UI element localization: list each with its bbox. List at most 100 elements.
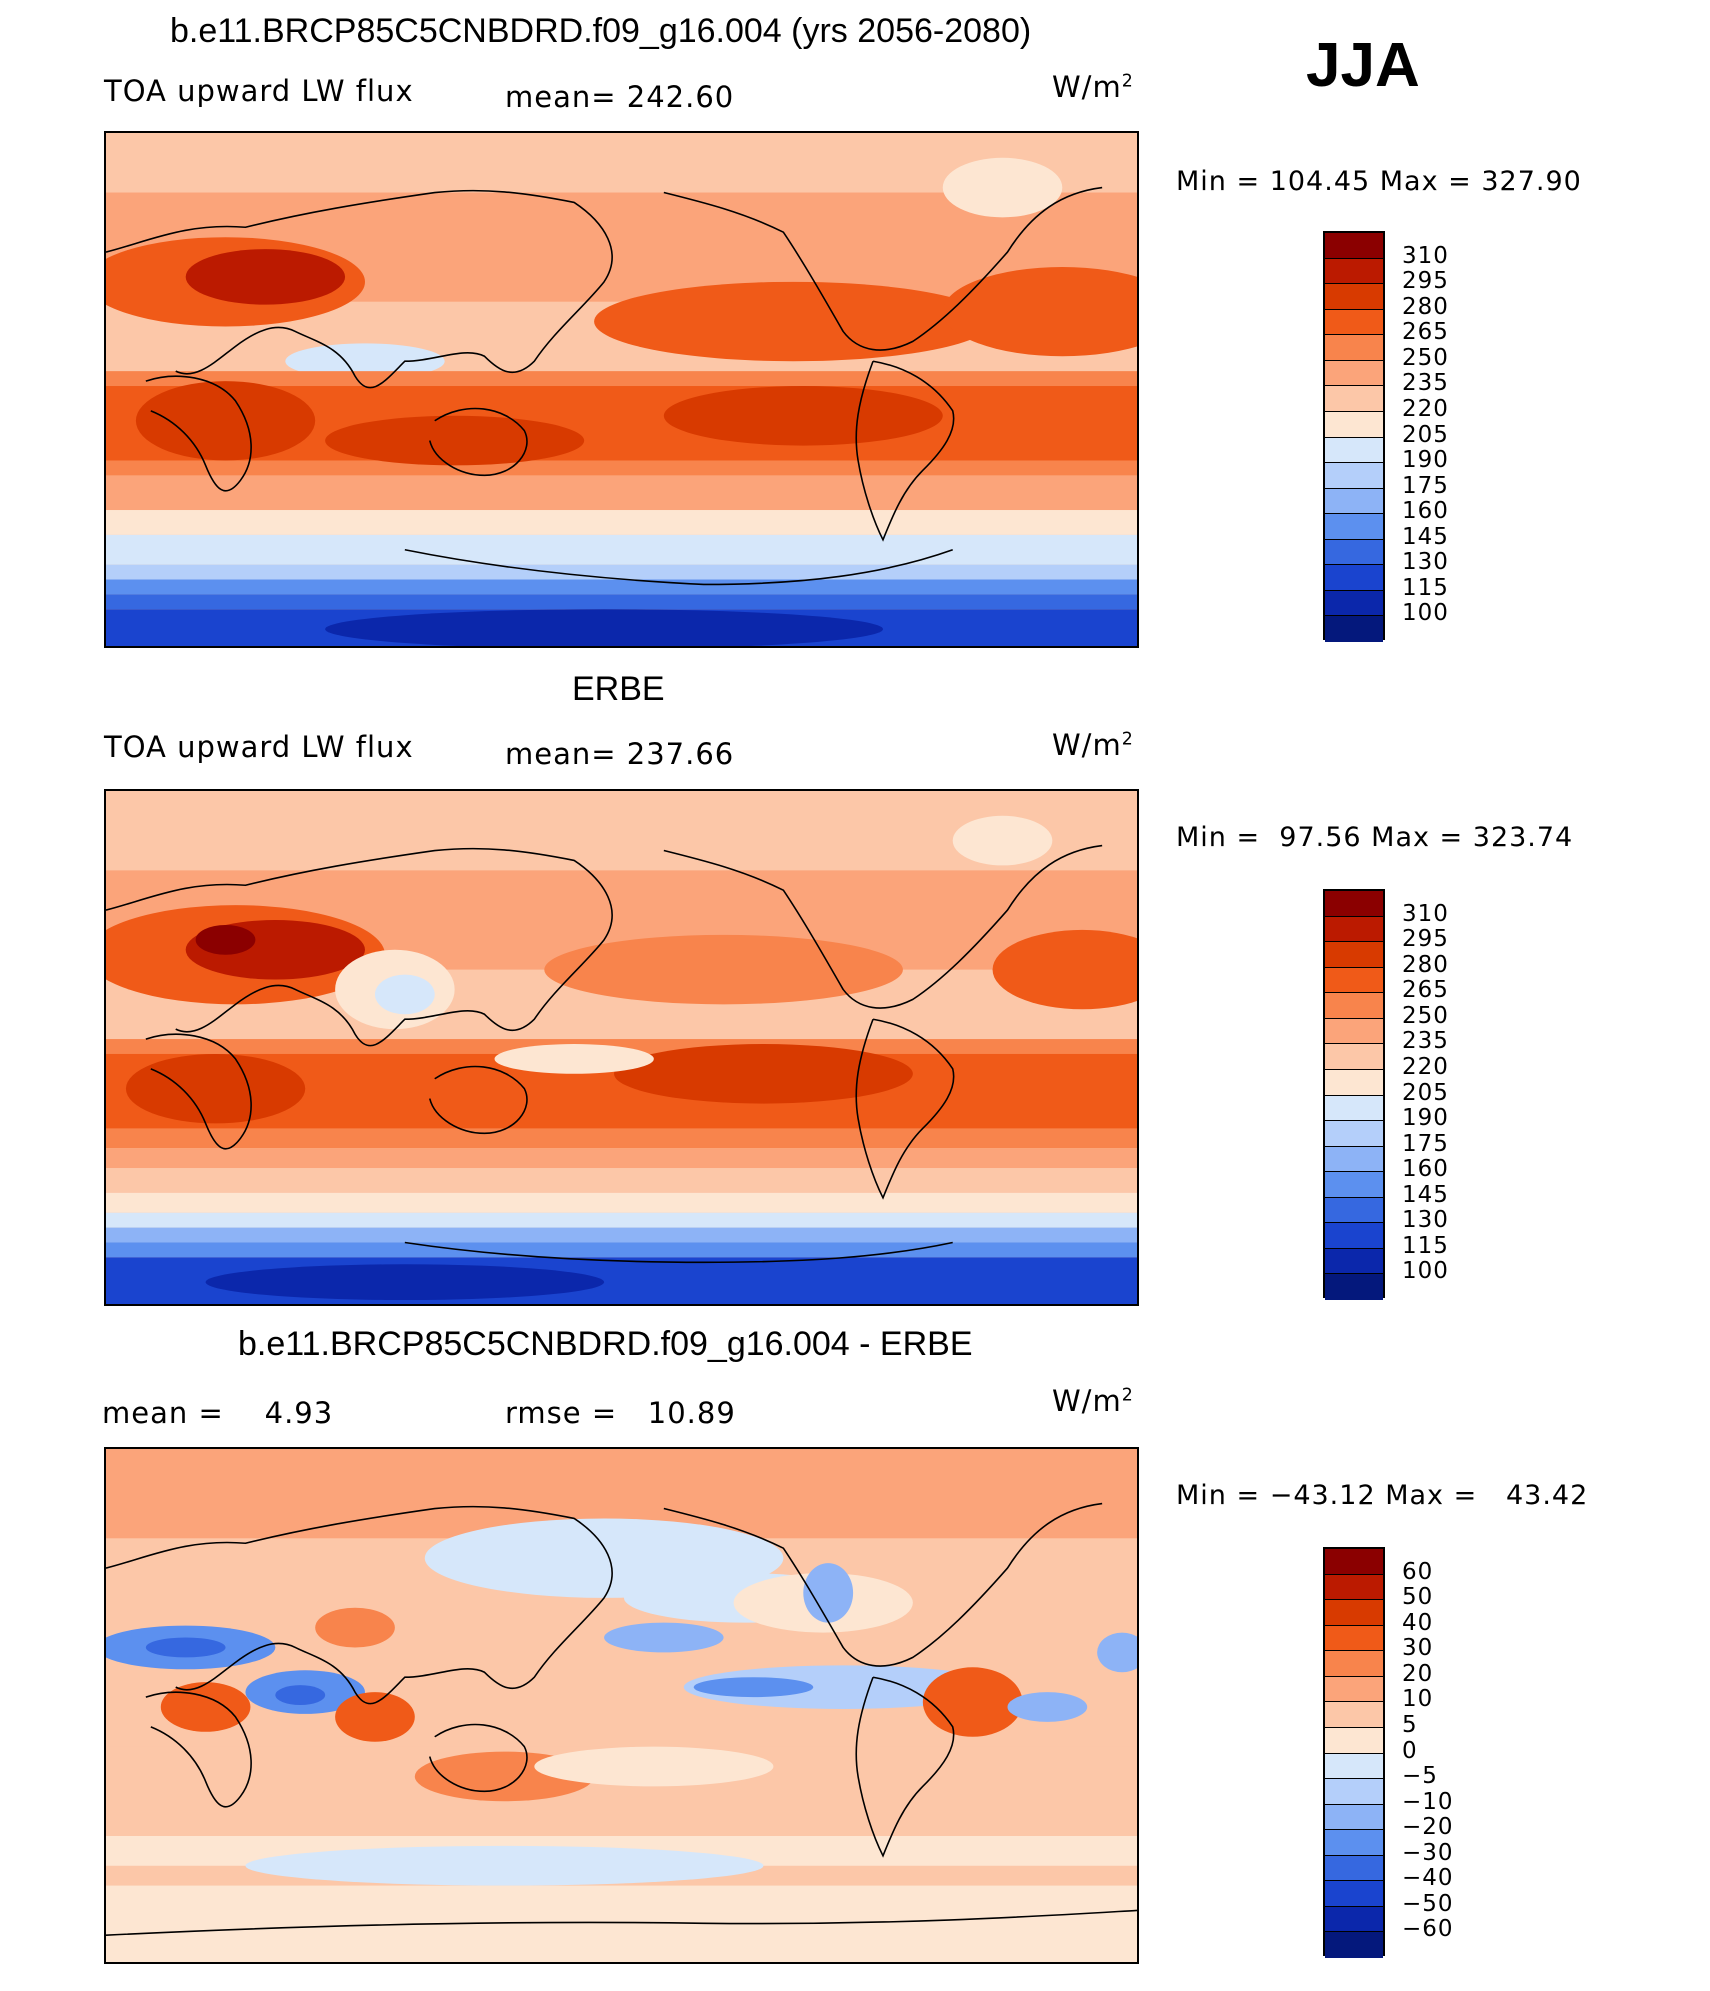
panel3-map xyxy=(104,1447,1139,1964)
colorbar-box xyxy=(1325,1906,1383,1933)
colorbar-box xyxy=(1325,916,1383,943)
colorbar-tick-label: 310 xyxy=(1402,900,1449,927)
panel1-map xyxy=(104,131,1139,648)
panel2-mean-label: mean= 237.66 xyxy=(505,737,735,771)
colorbar-box xyxy=(1325,1753,1383,1780)
colorbar-tick-label: 265 xyxy=(1402,319,1449,346)
colorbar-tick-label: 190 xyxy=(1402,447,1449,474)
panel1-variable-label: TOA upward LW flux xyxy=(104,74,414,108)
colorbar-box xyxy=(1325,1018,1383,1045)
colorbar-tick-label: 295 xyxy=(1402,926,1449,953)
colorbar-box xyxy=(1325,539,1383,566)
panel3-map-field xyxy=(106,1449,1137,1962)
panel2-minmax: Min = 97.56 Max = 323.74 xyxy=(1176,822,1574,853)
colorbar-box xyxy=(1325,1702,1383,1728)
colorbar-box xyxy=(1325,993,1383,1019)
colorbar-box xyxy=(1325,1223,1383,1249)
colorbar-tick-label: −10 xyxy=(1402,1788,1454,1815)
colorbar-box xyxy=(1325,1549,1383,1575)
colorbar-box xyxy=(1325,488,1383,515)
colorbar-tick-label: −5 xyxy=(1402,1763,1438,1790)
colorbar-box xyxy=(1325,1121,1383,1147)
colorbar-box xyxy=(1325,360,1383,387)
colorbar-tick-label: 190 xyxy=(1402,1105,1449,1132)
panel2-units: W/m2 xyxy=(1052,728,1134,762)
colorbar-tick-label: 220 xyxy=(1402,1053,1449,1080)
colorbar-box xyxy=(1325,1804,1383,1831)
colorbar-tick-label: 265 xyxy=(1402,977,1449,1004)
panel3-units: W/m2 xyxy=(1052,1384,1134,1418)
colorbar-tick-label: 220 xyxy=(1402,395,1449,422)
colorbar-tick-label: 40 xyxy=(1402,1609,1434,1636)
colorbar-box xyxy=(1325,1274,1383,1300)
colorbar-box xyxy=(1325,309,1383,336)
colorbar-box xyxy=(1325,1651,1383,1677)
colorbar-tick-label: 295 xyxy=(1402,268,1449,295)
colorbar-box xyxy=(1325,386,1383,412)
panel1-map-field xyxy=(106,133,1137,646)
colorbar-tick-label: 0 xyxy=(1402,1737,1418,1764)
panel3-rmse-label: rmse = 10.89 xyxy=(505,1396,736,1430)
colorbar-box xyxy=(1325,1676,1383,1703)
panel3-title: b.e11.BRCP85C5CNBDRD.f09_g16.004 - ERBE xyxy=(238,1325,973,1363)
colorbar-tick-label: 145 xyxy=(1402,1181,1449,1208)
panel2-title: ERBE xyxy=(572,670,665,708)
colorbar-box xyxy=(1325,1574,1383,1601)
colorbar-box xyxy=(1325,258,1383,285)
colorbar-box xyxy=(1325,1095,1383,1122)
colorbar-tick-label: 175 xyxy=(1402,1130,1449,1157)
colorbar-box xyxy=(1325,590,1383,617)
colorbar-tick-label: 175 xyxy=(1402,472,1449,499)
colorbar-box xyxy=(1325,616,1383,642)
colorbar-tick-label: 115 xyxy=(1402,1232,1449,1259)
panel3-colorbar xyxy=(1323,1547,1385,1958)
colorbar-box xyxy=(1325,1044,1383,1070)
colorbar-box xyxy=(1325,437,1383,464)
colorbar-box xyxy=(1325,463,1383,489)
colorbar-tick-label: 30 xyxy=(1402,1635,1434,1662)
panel1-mean-label: mean= 242.60 xyxy=(505,80,735,114)
colorbar-tick-label: 280 xyxy=(1402,951,1449,978)
colorbar-tick-label: 145 xyxy=(1402,523,1449,550)
colorbar-tick-label: 160 xyxy=(1402,498,1449,525)
colorbar-box xyxy=(1325,514,1383,540)
colorbar-box xyxy=(1325,565,1383,591)
colorbar-tick-label: 205 xyxy=(1402,1079,1449,1106)
colorbar-tick-label: 60 xyxy=(1402,1558,1434,1585)
colorbar-tick-label: 115 xyxy=(1402,574,1449,601)
colorbar-box xyxy=(1325,942,1383,968)
colorbar-box xyxy=(1325,1779,1383,1805)
colorbar-tick-label: 235 xyxy=(1402,1028,1449,1055)
colorbar-box xyxy=(1325,1069,1383,1096)
colorbar-box xyxy=(1325,1881,1383,1907)
colorbar-box xyxy=(1325,1146,1383,1173)
colorbar-box xyxy=(1325,1197,1383,1224)
colorbar-tick-label: 100 xyxy=(1402,1258,1449,1285)
colorbar-box xyxy=(1325,1625,1383,1652)
panel3-mean-label: mean = 4.93 xyxy=(102,1396,334,1430)
colorbar-box xyxy=(1325,967,1383,994)
panel2-map xyxy=(104,789,1139,1306)
panel1-title: b.e11.BRCP85C5CNBDRD.f09_g16.004 (yrs 20… xyxy=(170,12,1032,50)
panel1-colorbar xyxy=(1323,231,1385,642)
panel2-variable-label: TOA upward LW flux xyxy=(104,730,414,764)
colorbar-tick-label: −30 xyxy=(1402,1839,1454,1866)
colorbar-tick-label: 250 xyxy=(1402,344,1449,371)
colorbar-tick-label: 130 xyxy=(1402,549,1449,576)
colorbar-tick-label: 100 xyxy=(1402,600,1449,627)
colorbar-box xyxy=(1325,1830,1383,1856)
colorbar-box xyxy=(1325,335,1383,361)
panel1-minmax: Min = 104.45 Max = 327.90 xyxy=(1176,166,1582,197)
panel1-units: W/m2 xyxy=(1052,70,1134,104)
colorbar-tick-label: 310 xyxy=(1402,242,1449,269)
colorbar-tick-label: 10 xyxy=(1402,1686,1434,1713)
colorbar-tick-label: 20 xyxy=(1402,1660,1434,1687)
colorbar-box xyxy=(1325,1172,1383,1198)
colorbar-box xyxy=(1325,1248,1383,1275)
colorbar-box xyxy=(1325,1727,1383,1754)
colorbar-tick-label: −20 xyxy=(1402,1814,1454,1841)
colorbar-tick-label: −60 xyxy=(1402,1916,1454,1943)
panel3-minmax: Min = −43.12 Max = 43.42 xyxy=(1176,1480,1589,1511)
colorbar-tick-label: −40 xyxy=(1402,1865,1454,1892)
panel2-map-field xyxy=(106,791,1137,1304)
